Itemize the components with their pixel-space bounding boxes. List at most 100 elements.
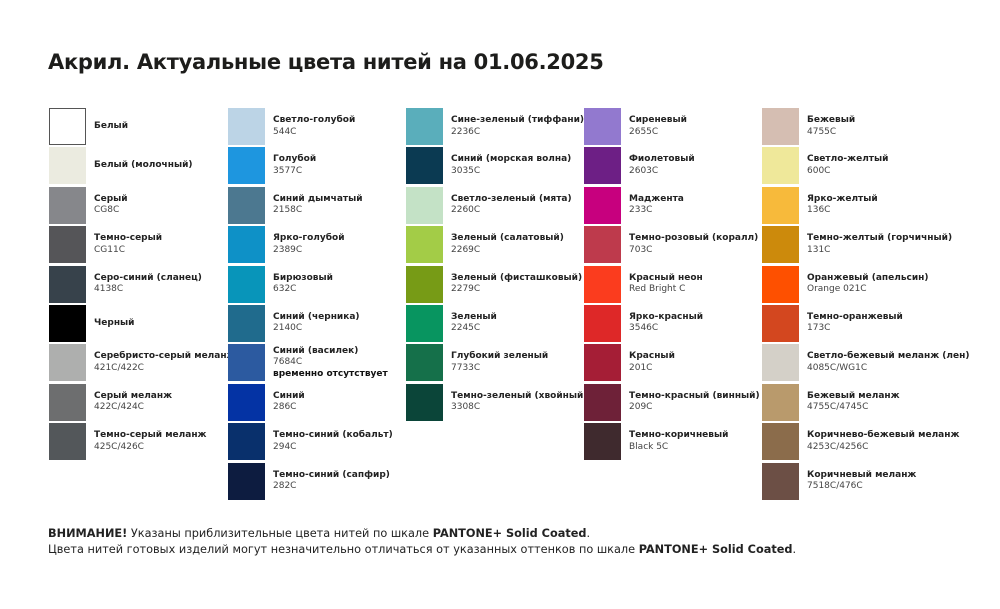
color-label: Бежевый меланж 4755C/4745C [807,384,900,421]
color-label: Красный неон Red Bright C [629,266,703,303]
color-item: Бежевый меланж 4755C/4745C [762,383,940,423]
pantone-code: 600C [807,165,831,176]
color-label: Темно-серый CG11C [94,226,162,263]
pantone-code: 2389C [273,244,303,255]
color-name: Темно-розовый (коралл) [629,233,759,244]
color-item: Синий (черника) 2140C [228,304,406,344]
pantone-code: 2603C [629,165,659,176]
color-label: Темно-желтый (горчичный) 131C [807,226,952,263]
pantone-code: 294C [273,441,297,452]
color-label: Бирюзовый 632C [273,266,333,303]
color-item: Красный неон Red Bright C [584,265,762,305]
color-label: Зеленый (салатовый) 2269C [451,226,564,263]
color-item: Темно-синий (сапфир) 282C [228,462,406,502]
color-item: Темно-желтый (горчичный) 131C [762,226,952,265]
color-name: Сиреневый [629,115,687,125]
color-item: Зеленый (салатовый) 2269C [406,226,584,265]
pantone-code: 233C [629,205,653,216]
pantone-code: Black 5C [629,441,669,452]
color-swatch [762,423,799,461]
color-item: Темно-серый CG11C [49,226,227,265]
color-swatch [49,186,86,224]
color-swatch [49,108,86,145]
color-item: Серый меланж 422C/424C [49,383,227,423]
color-item: Белый [49,108,227,147]
pantone-code: 544C [273,126,297,137]
color-item: Глубокий зеленый 7733C [406,344,584,383]
color-name: Бежевый меланж [807,390,900,401]
color-item: Синий 286C [228,383,406,423]
color-swatch [228,108,265,145]
color-item: Оранжевый (апельсин) Orange 021C [762,265,940,305]
color-name: Ярко-красный [629,311,704,322]
color-item: Темно-коричневый Black 5C [584,423,762,462]
color-item: Темно-серый меланж 425C/426C [49,423,227,462]
disclaimer-line-2: Цвета нитей готовых изделий могут незнач… [48,542,796,558]
color-swatch [762,344,799,382]
color-item: Коричнево-бежевый меланж 4253C/4256C [762,423,959,462]
color-column: Светло-голубой 544C Голубой 3577C Синий дымч… [228,108,406,502]
color-label: Белый [94,108,128,145]
pantone-code: 4253C/4256C [807,441,869,452]
color-name: Светло-желтый [807,154,889,165]
color-swatch [406,344,443,382]
color-item: Синий (морская волна) 3035C [406,147,584,186]
color-label: Темно-красный (винный) 209C [629,384,760,421]
color-item: Светло-желтый 600C [762,147,940,186]
pantone-code: 136C [807,205,831,216]
disclaimer: ВНИМАНИЕ! Указаны приблизительные цвета … [48,526,796,558]
color-swatch [49,147,86,185]
color-label: Темно-зеленый (хвойный) 3308C [451,384,587,421]
color-name: Синий (василек) [273,345,359,356]
color-swatch [762,186,799,224]
pantone-code: 286C [273,402,297,413]
color-item: Светло-голубой 544C [228,108,406,147]
color-swatch [228,344,265,382]
color-item: Ярко-желтый 136C [762,186,940,226]
color-swatch [584,186,621,224]
color-label: Коричнево-бежевый меланж 4253C/4256C [807,423,959,460]
color-name: Темно-серый [94,233,163,244]
color-swatch [762,383,799,421]
color-item: Фиолетовый 2603C [584,147,762,186]
disclaimer-text: Цвета нитей готовых изделий могут незнач… [48,543,639,556]
color-label: Светло-зеленый (мята) 2260C [451,187,572,224]
color-name: Зеленый (салатовый) [451,233,564,244]
color-swatch [406,108,443,145]
color-name: Темно-зеленый (хвойный) [451,390,588,401]
color-swatch [228,462,265,500]
color-item: Светло-зеленый (мята) 2260C [406,186,584,226]
color-swatch [584,423,621,461]
pantone-code: 4755C [807,126,837,137]
color-label: Темно-синий (сапфир) 282C [273,463,390,500]
color-item: Сине-зеленый (тиффани) 2236C [406,108,584,147]
color-label: Зеленый (фисташковый) 2279C [451,266,582,303]
color-item: Серый CG8C [49,186,227,226]
color-name: Темно-оранжевый [807,311,903,322]
color-swatch [49,265,86,303]
color-swatch [228,226,265,264]
color-swatch [762,226,799,264]
color-swatch [228,304,265,342]
color-column: Сине-зеленый (тиффани) 2236C Синий (морска… [406,108,587,423]
pantone-code: 2158C [273,205,303,216]
color-item: Ярко-красный 3546C [584,304,762,344]
color-label: Синий дымчатый 2158C [273,187,363,224]
availability-note: временно отсутствует [273,368,388,379]
color-label: Бежевый 4755C [807,108,855,145]
color-swatch [584,108,621,145]
color-label: Светло-бежевый меланж (лен) 4085C/WG1C [807,344,969,381]
color-swatch [406,186,443,224]
pantone-code: 282C [273,481,297,492]
color-item: Бирюзовый 632C [228,265,406,305]
color-name: Ярко-голубой [273,233,345,244]
color-name: Темно-серый меланж [94,430,207,441]
color-name: Синий (черника) [273,311,360,322]
color-swatch [228,383,265,421]
pantone-scale: PANTONE+ Solid Coated [638,543,793,556]
color-name: Сине-зеленый (тиффани) [451,115,585,125]
color-label: Глубокий зеленый 7733C [451,344,548,381]
page-title: Акрил. Актуальные цвета нитей на 01.06.2… [48,50,604,74]
color-swatch [228,147,265,185]
color-name: Синий (морская волна) [451,154,572,165]
